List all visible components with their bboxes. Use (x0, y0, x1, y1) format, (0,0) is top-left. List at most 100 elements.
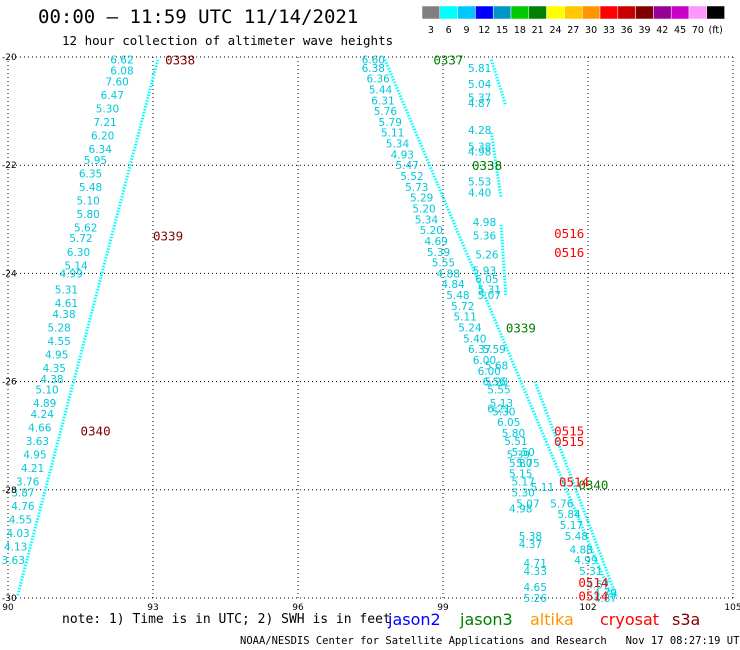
wave-height-label: 6.47 (101, 90, 124, 102)
satellite-legend-s3a: s3a (672, 610, 701, 629)
wave-height-label: 4.40 (468, 187, 491, 199)
wave-height-label: 5.14 (64, 260, 88, 272)
wave-height-label: 4.57 (586, 579, 609, 591)
wave-height-label: 6.36 (366, 74, 390, 86)
pass-time-label: 0339 (153, 229, 183, 244)
wave-height-label: 5.34 (415, 214, 439, 226)
x-tick-label: 102 (579, 603, 596, 613)
wave-height-label: 6.60 (362, 55, 385, 67)
wave-height-label: 4.66 (28, 423, 52, 435)
wave-height-label: 4.61 (55, 298, 78, 310)
legend-swatch (670, 5, 690, 20)
legend-label: 33 (603, 25, 615, 36)
wave-height-label: 5.95 (84, 155, 107, 167)
wave-height-label: 6.31 (371, 95, 394, 107)
wave-height-label: 4.79 (594, 588, 617, 600)
wave-height-label: 5.81 (468, 63, 491, 75)
chart-note: note: 1) Time is in UTC; 2) SWH is in fe… (62, 612, 391, 627)
legend-label: 9 (463, 25, 469, 36)
wave-height-label: 5.51 (504, 436, 527, 448)
wave-height-label: 5.52 (400, 171, 423, 183)
wave-height-label: 5.07 (478, 290, 501, 302)
legend-swatch (510, 5, 530, 20)
wave-height-label: 5.68 (485, 360, 508, 372)
legend-swatch (653, 5, 672, 20)
y-tick-label: -30 (2, 594, 17, 604)
wave-height-label: 5.11 (453, 312, 476, 324)
satellite-track (489, 59, 508, 107)
wave-height-label: 5.59 (482, 344, 505, 356)
wave-height-label: 4.88 (569, 544, 592, 556)
wave-height-label: 6.56 (482, 377, 506, 389)
wave-height-label: 6.30 (67, 247, 90, 259)
wave-height-label: 5.62 (74, 222, 97, 234)
wave-height-label: 4.99 (60, 268, 83, 280)
legend-label: 24 (549, 25, 561, 36)
legend-label: 30 (585, 25, 597, 36)
wave-height-label: 4.35 (43, 363, 66, 375)
y-tick-label: -20 (2, 53, 17, 63)
wave-height-label: 3.87 (11, 488, 34, 500)
legend-swatch (492, 5, 512, 20)
wave-height-label: 3.63 (26, 436, 49, 448)
pass-time-label: 0516 (554, 245, 584, 260)
pass-time-label: 0338 (165, 53, 195, 68)
wave-height-label: 5.48 (565, 531, 588, 543)
wave-height-label: 6.34 (89, 144, 113, 156)
legend-swatch (564, 5, 583, 20)
wave-height-label: 5.17 (511, 477, 534, 489)
wave-height-label: 4.98 (509, 504, 532, 516)
wave-height-label: 4.84 (441, 279, 465, 291)
legend-label: 18 (514, 25, 526, 36)
pass-time-label: 0514 (578, 588, 608, 603)
legend-label: 27 (567, 25, 579, 36)
satellite-legend-jason2: jason2 (388, 610, 441, 629)
wave-height-label: 5.72 (69, 233, 92, 245)
wave-height-label: 5.10 (76, 195, 99, 207)
wave-height-label: 4.95 (45, 350, 68, 362)
wave-height-label: 5.55 (487, 385, 510, 397)
pass-time-label: 0514 (559, 475, 589, 490)
wave-height-label: 3.76 (16, 477, 40, 489)
satellite-track (383, 59, 614, 599)
wave-height-label: 4.93 (391, 149, 414, 161)
wave-height-label: 5.80 (509, 458, 532, 470)
wave-height-label: 5.31 (579, 566, 602, 578)
chart-grid (7, 56, 734, 599)
wave-height-label: 4.38 (40, 374, 63, 386)
x-tick-label: 99 (437, 603, 449, 613)
wave-height-label: 4.55 (47, 336, 70, 348)
legend-label: 45 (674, 25, 686, 36)
legend-swatch (528, 5, 547, 20)
satellite-track (16, 59, 160, 596)
wave-height-label: 6.35 (79, 168, 102, 180)
wave-height-label: 4.99 (574, 555, 597, 567)
legend-label: 21 (532, 25, 544, 36)
wave-height-label: 5.48 (446, 290, 469, 302)
legend-swatch (439, 5, 458, 20)
wave-height-label: 5.30 (492, 406, 515, 418)
wave-height-label: 5.10 (35, 385, 58, 397)
wave-height-label: 5.44 (369, 84, 393, 96)
wave-height-label: 5.48 (79, 182, 102, 194)
wave-height-label: 7.21 (93, 117, 116, 129)
wave-height-label: 4.89 (33, 398, 56, 410)
wave-height-label: 5.29 (410, 193, 433, 205)
x-tick-label: 96 (292, 603, 304, 613)
wave-height-label: 4.69 (424, 236, 447, 248)
page-title: 00:00 – 11:59 UTC 11/14/2021 (38, 6, 359, 28)
legend-swatch (581, 5, 601, 20)
satellite-legend-altika: altika (530, 610, 574, 629)
wave-height-label: 5.76 (374, 106, 398, 118)
satellite-track (499, 224, 508, 296)
pass-time-label: 0338 (472, 158, 502, 173)
wave-height-label: 4.95 (23, 450, 46, 462)
y-tick-label: -22 (2, 161, 17, 171)
wave-height-label: 7.60 (105, 76, 128, 88)
satellite-legend-jason3: jason3 (460, 610, 513, 629)
pass-time-label: 0515 (554, 434, 584, 449)
wave-height-label: 6.05 (497, 417, 520, 429)
wave-height-label: 4.98 (468, 147, 491, 159)
wave-height-points: 6.626.087.606.475.307.216.206.345.956.35… (2, 55, 617, 605)
